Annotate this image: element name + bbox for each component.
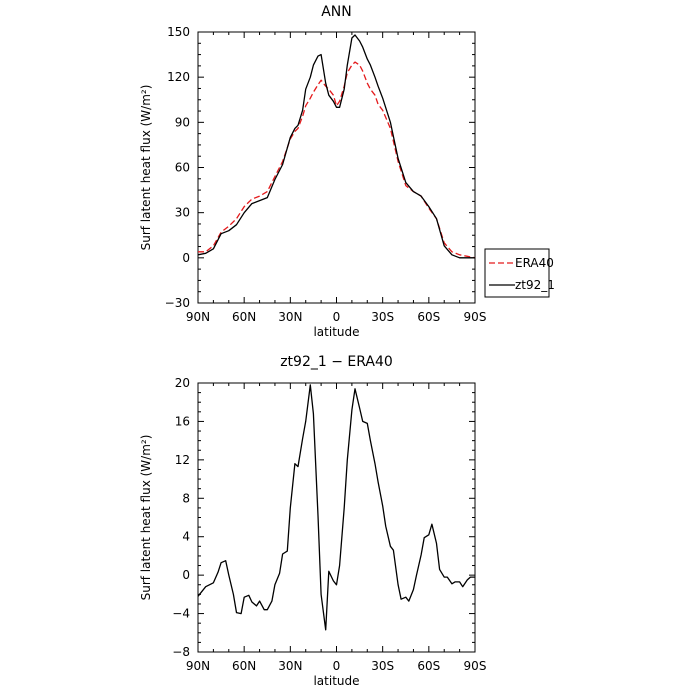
chart-title: ANN (321, 4, 352, 20)
x-axis-label: latitude (313, 325, 359, 339)
y-tick-label: 0 (182, 251, 190, 265)
series-line-era40 (198, 61, 476, 259)
y-tick-label: −30 (165, 296, 190, 310)
y-tick-label: 12 (175, 453, 190, 467)
x-tick-label: 90S (464, 310, 487, 324)
x-tick-label: 90N (186, 310, 210, 324)
y-tick-label: 150 (167, 25, 190, 39)
x-tick-label: 90N (186, 659, 210, 673)
y-tick-label: 60 (175, 161, 190, 175)
y-axis-label: Surf latent heat flux (W/m²) (139, 435, 153, 601)
x-tick-label: 30N (278, 310, 302, 324)
chart-panel-annual: 90N 60N 30N 0 30S 60S 90S −30 0 30 60 90 120 150 ANN la… (139, 4, 555, 339)
x-tick-label: 60S (417, 659, 440, 673)
legend-label: ERA40 (515, 256, 554, 270)
y-tick-label: 90 (175, 115, 190, 129)
x-tick-label: 30S (371, 310, 394, 324)
y-tick-label: 30 (175, 206, 190, 220)
y-tick-label: −8 (172, 645, 190, 659)
chart-panel-difference: 90N 60N 30N 0 30S 60S 90S −8 −4 0 4 8 12 16 20 zt92_1 −… (139, 354, 486, 688)
series-line-zt92-1 (197, 34, 475, 259)
y-tick-label: 0 (182, 568, 190, 582)
chart-title: zt92_1 − ERA40 (280, 354, 393, 370)
x-tick-label: 60N (232, 310, 256, 324)
x-tick-label: 90S (464, 659, 487, 673)
x-tick-label: 30S (371, 659, 394, 673)
y-axis-label: Surf latent heat flux (W/m²) (139, 85, 153, 251)
y-tick-label: −4 (172, 607, 190, 621)
y-tick-label: 120 (167, 70, 190, 84)
x-tick-label: 60N (232, 659, 256, 673)
x-tick-label: 60S (417, 310, 440, 324)
plot-frame (197, 382, 476, 653)
legend-label: zt92_1 (515, 278, 555, 292)
y-tick-label: 16 (175, 414, 190, 428)
x-tick-label: 0 (333, 310, 341, 324)
x-axis-label: latitude (313, 674, 359, 688)
x-tick-label: 30N (278, 659, 302, 673)
y-tick-label: 20 (175, 376, 190, 390)
series-line-0 (197, 384, 475, 631)
plot-frame (197, 31, 476, 304)
x-tick-label: 0 (333, 659, 341, 673)
legend-box (484, 248, 550, 298)
y-tick-label: 4 (182, 530, 190, 544)
y-tick-label: 8 (182, 491, 190, 505)
